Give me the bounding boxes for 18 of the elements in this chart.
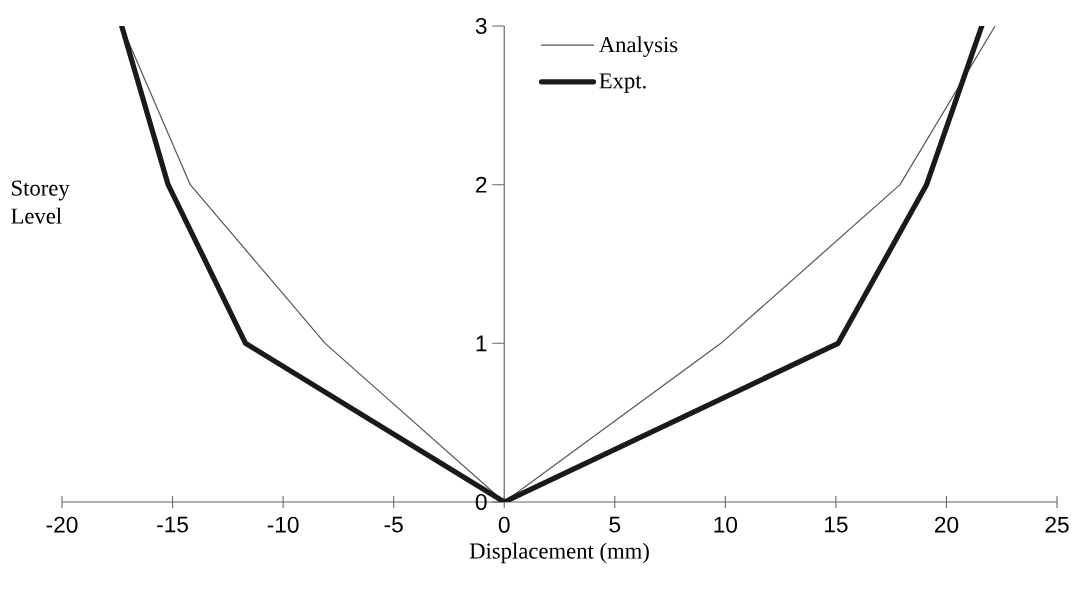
legend-label: Expt. <box>599 73 646 94</box>
y-tick-label: 0 <box>475 493 487 511</box>
y-tick-label: 2 <box>476 176 487 193</box>
x-tick-label: -20 <box>46 516 78 533</box>
y-tick-label: 1 <box>476 335 487 352</box>
x-tick-label: 5 <box>609 516 621 533</box>
y-tick-label: 3 <box>475 17 487 35</box>
x-tick-label: 15 <box>825 516 848 533</box>
x-tick-label: 0 <box>498 516 510 533</box>
x-tick-label: -15 <box>157 516 188 533</box>
legend-label: Analysis <box>599 36 678 57</box>
y-axis-title: Storey Level <box>11 180 70 224</box>
x-tick-label: -10 <box>267 516 299 533</box>
x-tick-label: 10 <box>714 516 738 533</box>
x-tick-label: -5 <box>384 516 403 533</box>
x-tick-label: 20 <box>935 516 959 533</box>
x-tick-label: 25 <box>1045 516 1069 533</box>
x-axis-title: Displacement (mm) <box>469 542 649 564</box>
